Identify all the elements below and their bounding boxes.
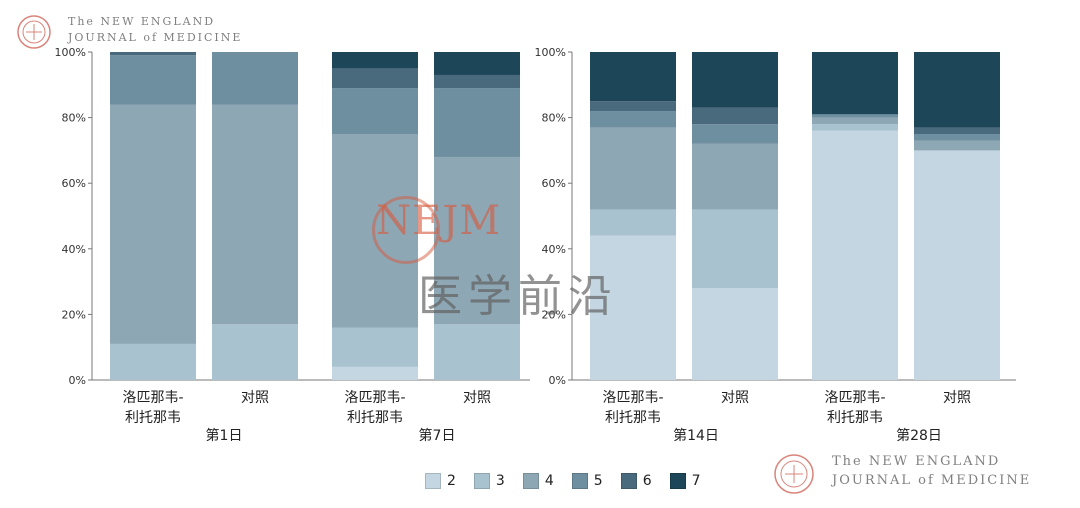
nejm-logo-top: The NEW ENGLAND JOURNAL of MEDICINE [16, 14, 276, 50]
bar-segment-7 [434, 52, 520, 75]
bar-segment-3 [434, 324, 520, 380]
group-label: 第1日 [206, 427, 243, 444]
bar-segment-5 [590, 111, 676, 128]
bar-label: 洛匹那韦- [602, 390, 663, 406]
legend-item: 3 [473, 473, 505, 489]
y-tick-label: 20% [62, 308, 86, 321]
legend-label: 3 [495, 473, 505, 489]
bar-segment-4 [434, 156, 520, 325]
legend-label: 6 [642, 473, 652, 489]
bar-segment-5 [692, 124, 778, 144]
bar-segment-4 [212, 104, 298, 325]
group-label: 第28日 [896, 427, 942, 444]
bar-segment-2 [590, 235, 676, 380]
bar-segment-4 [914, 140, 1000, 151]
bar-segment-2 [914, 150, 1000, 380]
legend-label: 2 [447, 473, 456, 489]
bar-label: 利托那韦 [347, 410, 403, 426]
legend-swatch [522, 473, 539, 489]
bar-segment-3 [692, 209, 778, 289]
logo-line1: The NEW ENGLAND [68, 15, 216, 28]
bar-segment-2 [332, 366, 418, 380]
legend-swatch [473, 473, 490, 489]
bar-segment-4 [812, 117, 898, 125]
y-tick-label: 20% [542, 308, 566, 321]
bar-segment-6 [110, 52, 196, 56]
legend-item: 2 [425, 473, 456, 489]
bar-label: 对照 [943, 390, 971, 406]
group-label: 第7日 [419, 427, 456, 444]
legend-swatch [571, 473, 588, 489]
bar-label: 洛匹那韦- [824, 390, 885, 406]
y-tick-label: 40% [62, 243, 86, 256]
legend-item: 5 [571, 473, 603, 489]
bar-segment-4 [590, 127, 676, 210]
bar-segment-7 [590, 52, 676, 102]
bar-segment-3 [212, 324, 298, 380]
bar-label: 对照 [721, 390, 749, 406]
y-tick-label: 0% [549, 374, 566, 387]
legend-swatch [425, 473, 441, 489]
bar-segment-5 [914, 134, 1000, 141]
legend-swatch [620, 473, 637, 489]
bar-segment-5 [332, 88, 418, 134]
y-tick-label: 60% [542, 177, 566, 190]
y-tick-label: 60% [62, 177, 86, 190]
logo-line2: JOURNAL of MEDICINE [832, 473, 1032, 488]
bar-segment-2 [692, 288, 778, 380]
bar-segment-7 [332, 52, 418, 69]
bar-segment-3 [812, 124, 898, 131]
nejm-logo-bottom: The NEW ENGLAND JOURNAL of MEDICINE [772, 452, 1072, 496]
y-tick-label: 80% [542, 112, 566, 125]
bar-segment-3 [332, 327, 418, 367]
bar-label: 洛匹那韦- [122, 390, 183, 406]
bar-segment-6 [332, 68, 418, 89]
bar-segment-3 [590, 209, 676, 236]
bar-segment-4 [332, 134, 418, 328]
bar-segment-7 [914, 52, 1000, 128]
bar-segment-6 [590, 101, 676, 112]
bar-label: 利托那韦 [827, 410, 883, 426]
y-tick-label: 80% [62, 112, 86, 125]
bar-segment-5 [812, 114, 898, 118]
y-tick-label: 40% [542, 243, 566, 256]
y-tick-label: 0% [69, 374, 86, 387]
bar-label: 利托那韦 [605, 410, 661, 426]
bar-segment-2 [812, 130, 898, 380]
bar-segment-7 [812, 52, 898, 115]
legend-label: 4 [544, 473, 554, 489]
bar-segment-5 [212, 52, 298, 105]
bar-segment-6 [434, 74, 520, 89]
bar-segment-5 [110, 55, 196, 105]
seal-icon [17, 15, 51, 49]
logo-line1: The NEW ENGLAND [832, 454, 1001, 469]
y-tick-label: 100% [55, 46, 86, 59]
bar-segment-4 [110, 104, 196, 344]
logo-line2: JOURNAL of MEDICINE [68, 31, 243, 44]
bar-segment-7 [692, 52, 778, 108]
bar-label: 利托那韦 [125, 410, 181, 426]
legend-swatch [669, 473, 686, 489]
bar-segment-4 [692, 143, 778, 210]
legend-label: 5 [593, 473, 603, 489]
bar-segment-6 [914, 127, 1000, 134]
group-label: 第14日 [673, 427, 719, 444]
bar-label: 对照 [463, 390, 491, 406]
legend-item: 7 [669, 473, 701, 489]
seal-icon [774, 454, 814, 494]
legend-item: 6 [620, 473, 652, 489]
bar-segment-5 [434, 88, 520, 157]
bar-label: 洛匹那韦- [344, 390, 405, 406]
legend-item: 4 [522, 473, 554, 489]
bar-segment-6 [692, 107, 778, 125]
bar-label: 对照 [241, 390, 269, 406]
legend-label: 7 [691, 473, 701, 489]
legend: 2 3 4 5 6 7 [425, 470, 719, 492]
y-tick-label: 100% [535, 46, 566, 59]
bar-segment-3 [110, 343, 196, 380]
